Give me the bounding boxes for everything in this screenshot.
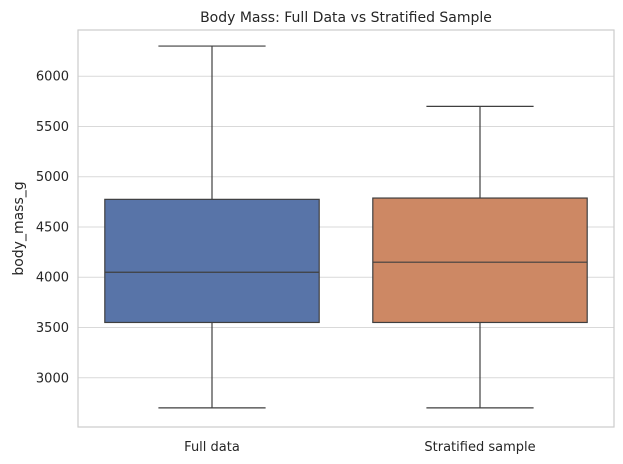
y-tick-label-3000: 3000 (36, 371, 69, 386)
box-iqr (104, 198, 320, 324)
y-tick-label-4500: 4500 (36, 220, 69, 235)
y-axis-label: body_mass_g (11, 181, 27, 275)
plot-frame (77, 29, 615, 428)
x-axis-ticks: Full data Stratified sample (184, 440, 535, 455)
chart-title: Body Mass: Full Data vs Stratified Sampl… (200, 10, 492, 26)
box-1 (104, 45, 320, 409)
y-tick-label-3500: 3500 (36, 321, 69, 336)
y-tick-label-5500: 5500 (36, 120, 69, 135)
x-tick-label-2: Stratified sample (424, 440, 535, 455)
box-2 (372, 105, 588, 409)
y-tick-label-5000: 5000 (36, 170, 69, 185)
y-tick-label-4000: 4000 (36, 271, 69, 286)
y-axis-ticks: 3000 3500 4000 4500 5000 5500 6000 (36, 70, 69, 387)
boxes (104, 45, 588, 409)
x-tick-label-1: Full data (184, 440, 240, 455)
box-iqr (372, 197, 588, 324)
y-tick-label-6000: 6000 (36, 70, 69, 85)
